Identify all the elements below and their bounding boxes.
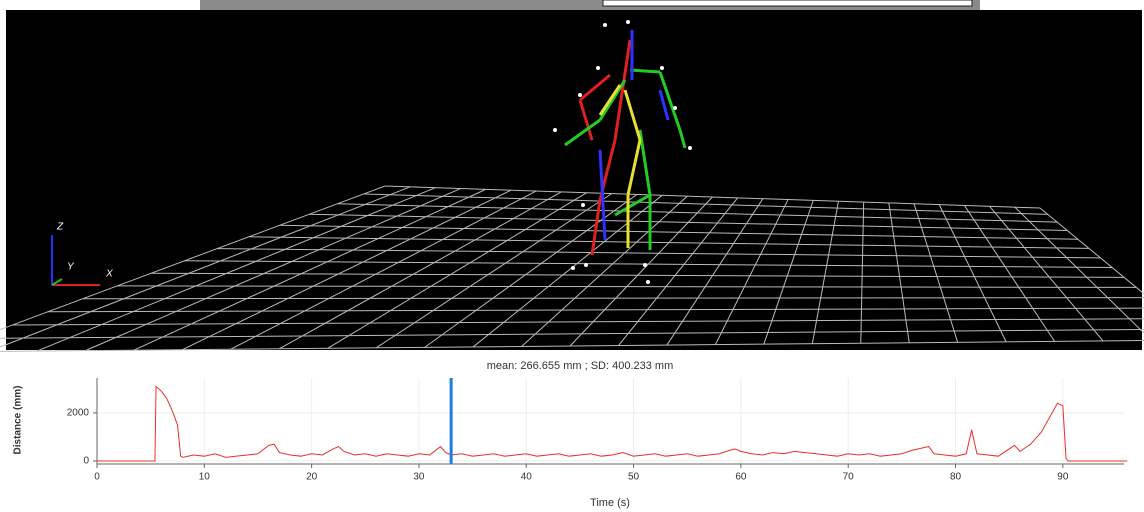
marker (581, 203, 585, 207)
chart-title: mean: 266.655 mm ; SD: 400.233 mm (487, 360, 673, 372)
x-tick-label: 30 (413, 472, 425, 483)
x-tick-label: 0 (94, 472, 100, 483)
marker (660, 66, 664, 70)
marker (578, 93, 582, 97)
x-tick-label: 10 (199, 472, 211, 483)
x-tick-label: 40 (521, 472, 533, 483)
marker (673, 106, 677, 110)
marker (688, 146, 692, 150)
y-tick-label: 2000 (67, 408, 90, 419)
y-axis-label: Distance (mm) (13, 386, 24, 455)
x-axis-label: Time (s) (590, 497, 630, 509)
marker (596, 66, 600, 70)
x-tick-label: 80 (950, 472, 962, 483)
marker (603, 23, 607, 27)
page: {"view": {"axis_labels": ["Z", "Y", "X"]… (0, 0, 1144, 512)
body: Z Y X mean: 266.655 mm ; SD: 400.233 mm … (0, 0, 1144, 512)
marker (643, 263, 647, 267)
x-tick-label: 60 (735, 472, 747, 483)
marker (584, 263, 588, 267)
x-tick-label: 90 (1057, 472, 1069, 483)
marker (553, 128, 557, 132)
plot-area (97, 378, 1124, 464)
y-tick-label: 0 (83, 456, 89, 467)
video-overlay-box (603, 0, 972, 6)
marker (626, 20, 630, 24)
x-tick-label: 50 (628, 472, 640, 483)
axis-label: X (105, 269, 113, 280)
screen: Z Y X mean: 266.655 mm ; SD: 400.233 mm … (0, 0, 1144, 512)
axis-label: Z (56, 222, 64, 233)
x-tick-label: 70 (843, 472, 855, 483)
marker (571, 266, 575, 270)
x-tick-label: 20 (306, 472, 318, 483)
bone (630, 70, 660, 72)
marker (646, 280, 650, 284)
